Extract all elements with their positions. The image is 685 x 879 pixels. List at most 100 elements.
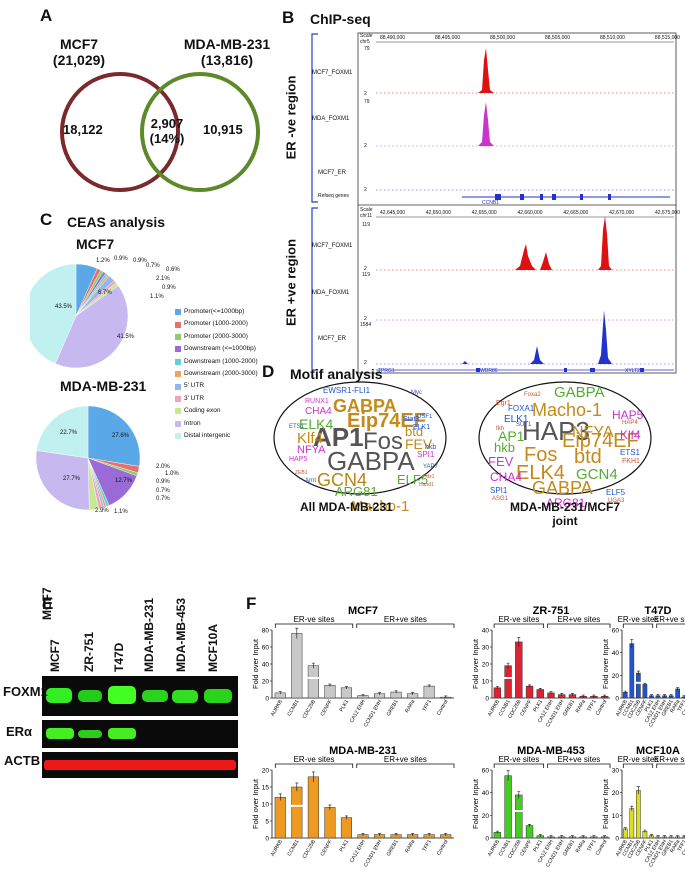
motif-word: Hand1	[419, 482, 434, 488]
peak-mcf7-er-b2	[598, 310, 612, 364]
pie1-slice	[54, 285, 129, 369]
chart-title: MCF10A	[636, 745, 680, 757]
coords-bottom: 42,645,000 42,650,000 42,655,000 42,660,000…	[380, 210, 680, 216]
motif-word: Fos	[363, 428, 404, 455]
pie2-label-0: 27.6%	[112, 433, 130, 439]
motif-word: ARG81	[546, 496, 586, 510]
y-tick-label: 20	[482, 662, 490, 669]
motif-word: FKH1	[622, 458, 640, 465]
x-tick-label: Control	[436, 839, 450, 856]
error-bar	[669, 835, 673, 839]
motif-word: hkb	[494, 440, 515, 455]
error-bar	[592, 694, 596, 698]
y-tick-label: 10	[612, 813, 620, 820]
venn-left-only: 18,122	[63, 122, 103, 137]
venn-overlap-pct: (14%)	[149, 131, 185, 146]
motif-cloud-right: GABPA Macho-1 HAP3 Eip74EF NFYA Fos btd …	[482, 384, 652, 510]
track-min-top-1: 2	[364, 91, 367, 97]
y-tick-label: 60	[482, 768, 490, 775]
motif-word: FEV	[405, 436, 433, 452]
error-bar	[623, 690, 627, 694]
pie1-label-4: 0.7%	[146, 263, 160, 269]
group-bracket	[493, 763, 545, 768]
bar	[636, 672, 641, 699]
y-tick-label: 0	[615, 696, 619, 703]
pie2-label-10: 22.7%	[60, 430, 78, 436]
bar	[307, 665, 319, 699]
legend-swatch	[175, 420, 181, 427]
error-bar	[538, 688, 542, 691]
panel-e-letter: E	[42, 594, 54, 613]
motif-word: FEV	[488, 454, 514, 469]
coords-top: 88,490,000 88,495,000 88,500,000 88,505,000…	[380, 35, 680, 41]
peak-mcf7-foxm1-top	[478, 48, 494, 93]
pie1-label-8: 1.1%	[150, 294, 164, 300]
motif-word: Macho-1	[532, 400, 603, 420]
gene-label-bottom-2: WDR86	[480, 368, 498, 374]
x-tick-label: PLK1	[644, 839, 656, 853]
lane-label-mdamb231: MDA-MB-231	[142, 597, 156, 672]
motif-title: Motif analysis	[290, 366, 383, 382]
x-tick-label: RARa	[575, 839, 587, 854]
scale-label-bottom: Scale chr11	[360, 207, 373, 219]
group-bracket	[356, 763, 455, 768]
venn-left-name: MCF7	[59, 36, 99, 52]
error-bar	[344, 686, 348, 689]
panel-a-letter: A	[40, 6, 53, 25]
group-label: ER+ve sites	[654, 755, 685, 764]
venn-right-count: (13,816)	[200, 52, 254, 68]
motif-word: NFYA	[297, 444, 326, 456]
y-tick-label: 5	[265, 819, 269, 826]
error-bar	[581, 694, 585, 698]
error-bar	[344, 815, 348, 820]
motif-word: btd	[574, 446, 602, 468]
motif-word: Eip74EF	[562, 430, 639, 452]
motif-word: UGA3	[608, 498, 625, 504]
chipseq-title: ChIP-seq	[310, 11, 371, 27]
motif-word: Eip74EF	[347, 410, 426, 432]
track-label-bottom-3: MCF7_ER	[318, 336, 347, 342]
pie2-label-6: 0.7%	[156, 496, 170, 502]
motif-word: hkb	[425, 444, 437, 451]
bar	[629, 643, 635, 699]
gene-label-bottom-3: XYLT2	[625, 368, 640, 374]
error-bar	[603, 694, 607, 698]
motif-word: Pdx1	[423, 474, 435, 480]
motif-word: FOXA1	[508, 404, 535, 413]
track-min-top-3: 2	[364, 187, 367, 193]
error-bar	[528, 684, 532, 688]
legend-label: Distal intergenic	[184, 432, 231, 440]
western-blot	[42, 676, 238, 778]
motif-word: SPI1	[417, 450, 435, 459]
legend-label: Downstream (1000-2000)	[184, 357, 258, 365]
error-bar	[361, 693, 365, 697]
y-axis-label: Fold over Input	[602, 778, 610, 829]
group-label: ER-ve sites	[618, 755, 659, 764]
motif-cloud-left: GABPA Eip74EF AP1 Fos GABPA GCN4 ELF5 AR…	[277, 384, 447, 515]
group-bracket	[547, 623, 611, 628]
track-label-top-4: Refseq genes	[318, 193, 349, 199]
motif-word: SPI1	[490, 486, 508, 495]
x-tick-label: TFF1	[586, 699, 597, 713]
x-tick-label: TFF1	[677, 699, 685, 713]
pie2-label-2: 1.0%	[165, 471, 179, 477]
track-label-bottom-2: MDA_FOXM1	[312, 290, 350, 296]
x-tick-label: TFF1	[422, 839, 433, 853]
axis-break	[503, 677, 513, 680]
group-bracket	[274, 623, 354, 628]
group-bracket	[622, 763, 654, 768]
motif-word: ZEB1	[295, 470, 308, 476]
pie2-label-4: 0.9%	[156, 479, 170, 485]
group-bracket	[356, 623, 455, 628]
group-label: ER-ve sites	[294, 755, 335, 764]
error-bar	[549, 691, 553, 695]
x-tick-label: PLK1	[532, 699, 544, 713]
group-bracket	[656, 623, 685, 628]
pie1-label-10: 43.5%	[55, 304, 73, 310]
motif-caption-right: MDA-MB-231/MCF7 joint	[490, 500, 640, 528]
bar	[340, 817, 352, 839]
motif-word: GABPA	[532, 478, 593, 498]
motif-word: btd	[405, 424, 424, 439]
